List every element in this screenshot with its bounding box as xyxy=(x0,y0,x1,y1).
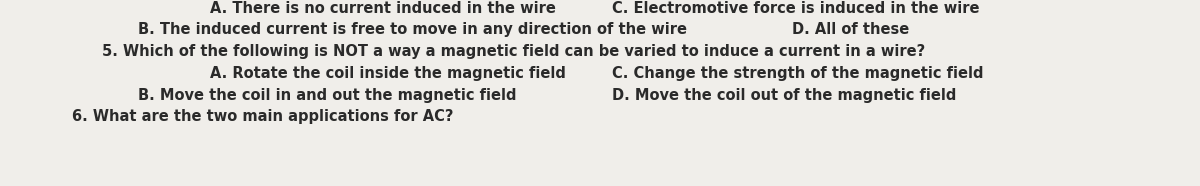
Text: C. Electromotive force is induced in the wire: C. Electromotive force is induced in the… xyxy=(612,1,979,16)
Text: D. Move the coil out of the magnetic field: D. Move the coil out of the magnetic fie… xyxy=(612,88,956,103)
Text: 5. Which of the following is NOT a way a magnetic field can be varied to induce : 5. Which of the following is NOT a way a… xyxy=(102,44,925,59)
Text: A. Rotate the coil inside the magnetic field: A. Rotate the coil inside the magnetic f… xyxy=(210,66,566,81)
Text: B. Move the coil in and out the magnetic field: B. Move the coil in and out the magnetic… xyxy=(138,88,516,103)
Text: B. The induced current is free to move in any direction of the wire: B. The induced current is free to move i… xyxy=(138,22,686,37)
Text: A. There is no current induced in the wire: A. There is no current induced in the wi… xyxy=(210,1,556,16)
Text: C. Change the strength of the magnetic field: C. Change the strength of the magnetic f… xyxy=(612,66,984,81)
Text: D. All of these: D. All of these xyxy=(792,22,910,37)
Text: 6. What are the two main applications for AC?: 6. What are the two main applications fo… xyxy=(72,109,454,124)
